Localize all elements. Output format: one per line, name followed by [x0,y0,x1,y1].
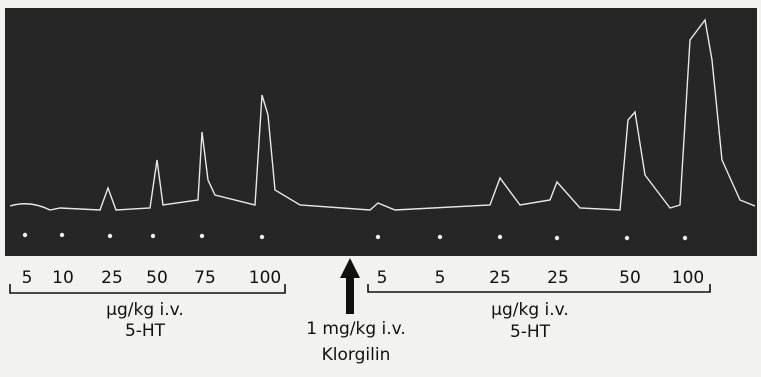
dose-label: 75 [194,268,216,288]
marker [23,233,27,237]
dose-label: 50 [619,268,641,288]
marker [555,236,559,240]
dose-label: 25 [547,268,569,288]
dose-label: 5 [22,268,33,288]
unit-label: µg/kg i.v. [491,300,569,320]
dose-label: 10 [52,268,74,288]
dose-label: 100 [672,268,704,288]
marker [498,235,502,239]
marker [60,233,64,237]
marker [438,235,442,239]
marker [625,236,629,240]
treatment-dose: 1 mg/kg i.v. [306,319,406,339]
recording-panel [5,8,757,256]
marker [260,235,264,239]
marker [151,234,155,238]
treatment-arrow [340,258,360,314]
marker [200,234,204,238]
drug-label: 5-HT [125,321,166,341]
marker [108,234,112,238]
marker [376,235,380,239]
dose-label: 25 [101,268,123,288]
figure: 5 10 25 50 75 100 µg/kg i.v. 5-HT 5 5 25… [0,0,761,377]
right-bracket [368,284,710,292]
dose-label: 100 [249,268,281,288]
marker [683,236,687,240]
unit-label: µg/kg i.v. [106,300,184,320]
treatment-drug: Klorgilin [322,345,391,365]
dose-label: 5 [377,268,388,288]
dose-label: 50 [146,268,168,288]
drug-label: 5-HT [510,322,551,342]
dose-label: 5 [435,268,446,288]
dose-label: 25 [489,268,511,288]
